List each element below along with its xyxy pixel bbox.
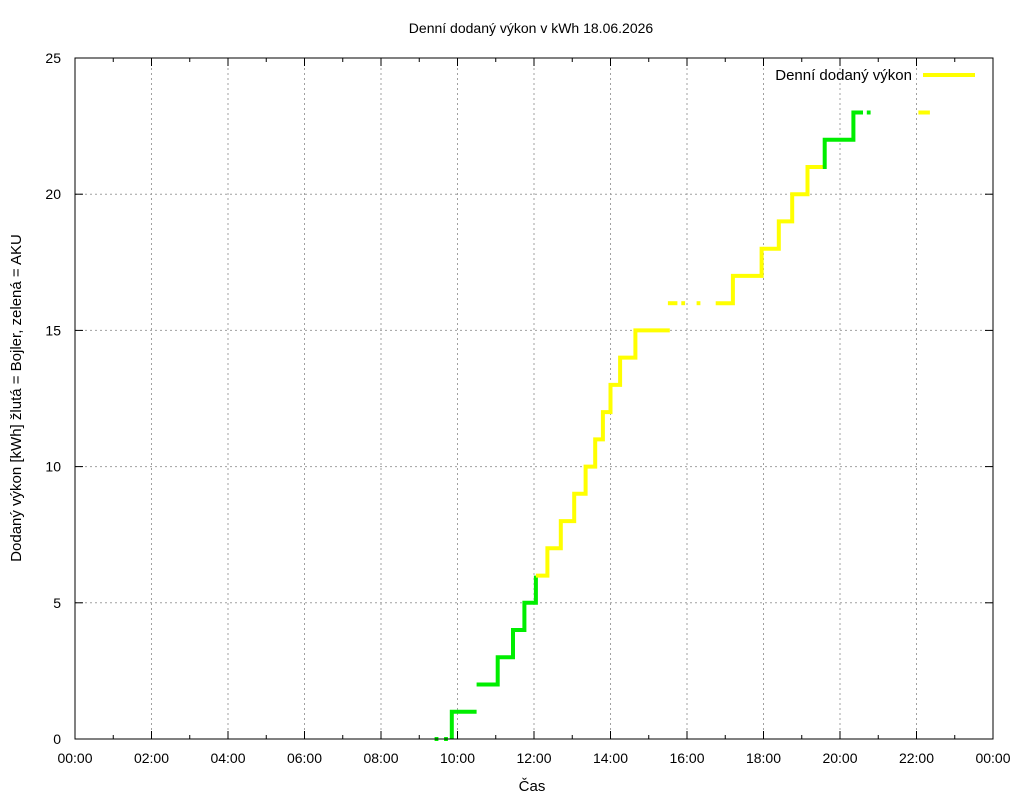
x-tick-label: 08:00 [363, 750, 398, 766]
tick-labels: 00:00 02:00 04:00 06:00 08:00 10:00 12:00 14:00… [45, 50, 1010, 766]
x-tick-label: 16:00 [669, 750, 704, 766]
x-tick-label: 18:00 [746, 750, 781, 766]
legend-label: Denní dodaný výkon [775, 67, 912, 84]
legend: Denní dodaný výkon [775, 67, 975, 84]
x-tick-label: 14:00 [593, 750, 628, 766]
y-tick-label: 15 [45, 322, 61, 338]
series-segment-4 [476, 575, 538, 687]
series-segment-5 [535, 328, 670, 578]
y-tick-label: 0 [53, 731, 61, 747]
y-axis-label: Dodaný výkon [kWh] žlutá = Bojler, zelen… [8, 234, 25, 562]
ticks [74, 57, 994, 740]
series-segment-10 [822, 110, 863, 169]
x-tick-label: 02:00 [134, 750, 169, 766]
x-tick-label: 20:00 [822, 750, 857, 766]
x-tick-label: 12:00 [516, 750, 551, 766]
y-tick-label: 5 [53, 595, 61, 611]
x-tick-label: 00:00 [975, 750, 1010, 766]
x-tick-label: 04:00 [210, 750, 245, 766]
chart-title: Denní dodaný výkon v kWh 18.06.2026 [409, 20, 654, 36]
x-tick-label: 10:00 [440, 750, 475, 766]
x-tick-label: 00:00 [57, 750, 92, 766]
x-tick-label: 22:00 [899, 750, 934, 766]
y-tick-label: 10 [45, 459, 61, 475]
series-segment-9 [715, 165, 825, 306]
y-tick-label: 25 [45, 50, 61, 66]
x-axis-label: Čas [519, 778, 546, 795]
x-tick-label: 06:00 [287, 750, 322, 766]
series-segment-3 [449, 709, 477, 739]
y-tick-label: 20 [45, 186, 61, 202]
